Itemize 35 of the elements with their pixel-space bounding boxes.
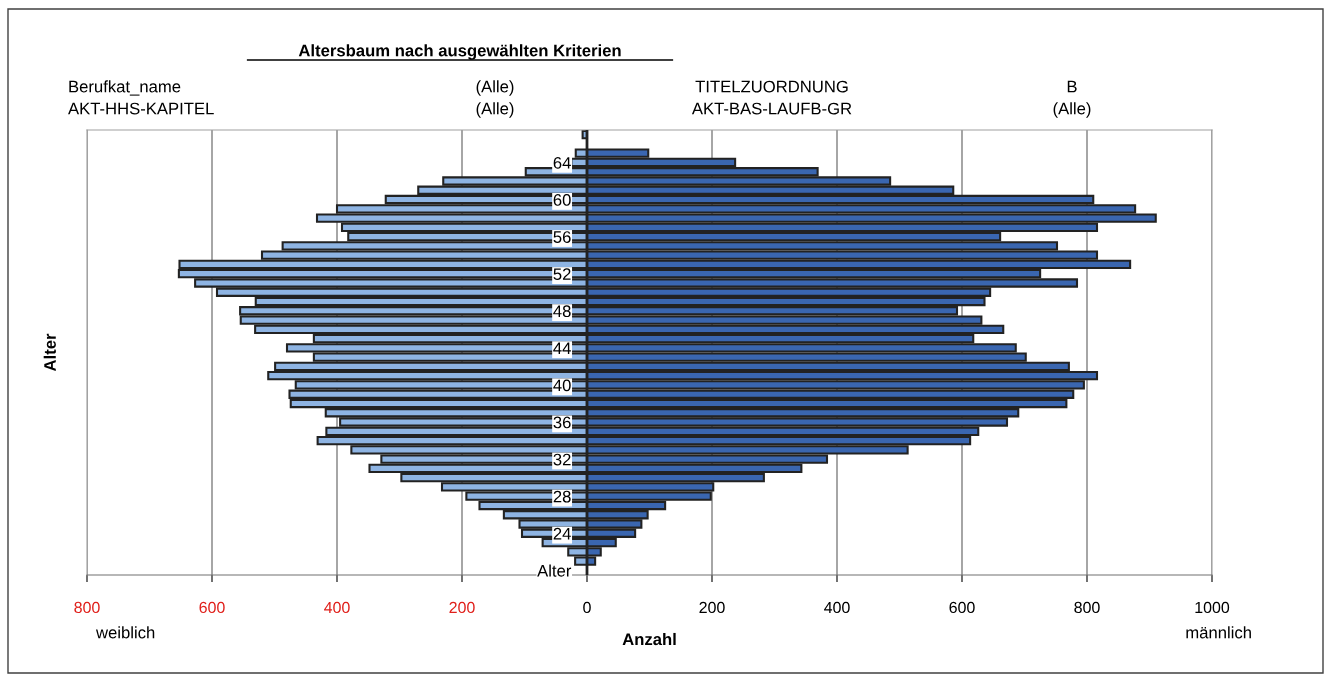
x-tick-label: 200 [449,601,475,614]
y-tick-label: 48 [553,305,571,318]
x-tick-label: 0 [583,601,591,614]
text: Berufkat_name [69,80,181,96]
y-axis-title: Alter [43,333,56,372]
text: (Alle) [476,102,514,118]
x-tick-label: 400 [324,601,350,614]
y-tick-label: 60 [553,194,571,206]
text: AKT-BAS-LAUFB-GR [691,102,852,115]
y-tick-label: 36 [553,416,571,429]
y-tick-label: 64 [553,156,571,169]
text: TITELZUORDNUNG [695,80,848,93]
x-tick-label: 600 [949,601,975,614]
y-tick-label: 40 [553,379,571,392]
x-tick-label: 400 [824,601,850,614]
text: (Alle) [476,80,514,96]
text: B [1067,80,1077,93]
x-tick-label: 200 [699,601,725,614]
text: männlich [1186,626,1251,639]
chart-title: Altersbaum nach ausgewählten Kriterien [298,44,621,60]
text: weiblich [95,626,155,639]
y-tick-label: 32 [553,453,571,466]
y-tick-label: Alter [537,564,572,577]
y-tick-label: 56 [553,231,571,243]
text: (Alle) [1053,102,1091,118]
x-axis-title: Anzahl [622,632,676,646]
x-tick-label: 600 [199,601,225,614]
y-tick-label: 52 [553,268,571,281]
y-tick-label: 44 [553,342,571,355]
x-tick-label: 800 [1074,601,1100,614]
text: AKT-HHS-KAPITEL [68,102,214,115]
y-tick-label: 28 [553,490,571,503]
y-tick-label: 24 [553,527,571,540]
x-tick-label: 800 [74,601,100,614]
x-tick-label: 1000 [1195,601,1230,614]
